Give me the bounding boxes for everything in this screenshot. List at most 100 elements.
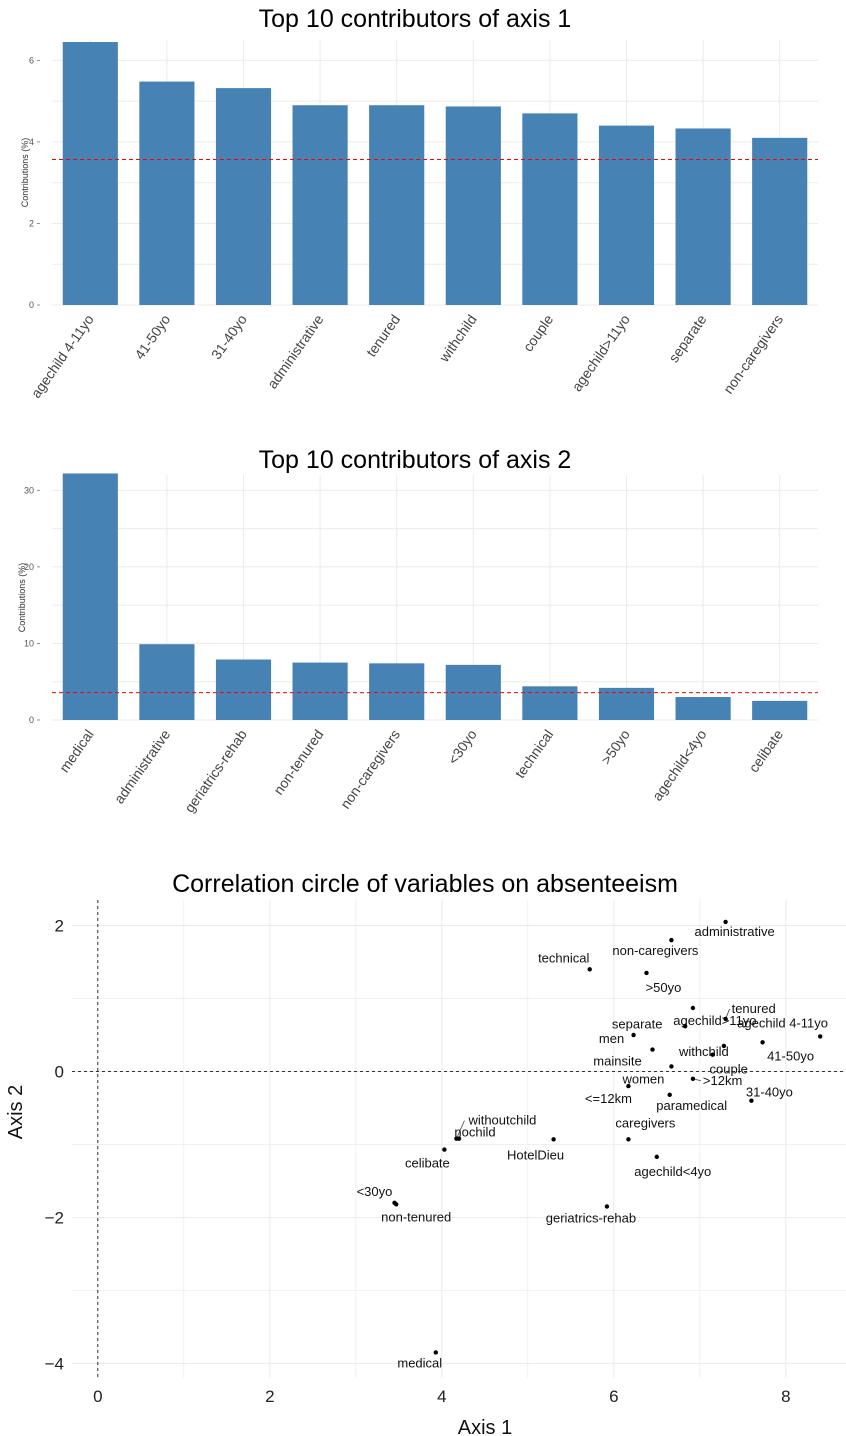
bar-chart-axis2: Top 10 contributors of axis 2 0 10 20 30 Cont… <box>17 446 818 815</box>
bar-tenured <box>369 105 425 305</box>
x-category-label: medical <box>56 727 97 776</box>
point-label: geriatrics-rehab <box>546 1211 636 1226</box>
point-label: withchild <box>678 1044 729 1059</box>
bar-41-50yo <box>139 81 195 305</box>
chart-title: Correlation circle of variables on absen… <box>172 870 678 898</box>
bar-agechild 4-11yo <box>62 42 118 306</box>
point-administrative <box>723 919 728 925</box>
x-tick-label: 0 <box>93 1387 102 1406</box>
point->12km <box>690 1076 696 1081</box>
point-label: agechild>11yo <box>673 1013 756 1028</box>
x-category-label: technical <box>512 727 557 781</box>
x-category-label: non-caregivers <box>337 727 403 812</box>
point-agechild>11yo <box>690 1005 696 1011</box>
y-tick-label: −2 <box>45 1208 64 1227</box>
bar-administrative <box>292 105 348 305</box>
bar-agechild>11yo <box>598 125 655 305</box>
y-tick-label: 10 <box>24 638 34 648</box>
x-category-label: separate <box>665 311 709 365</box>
point-label: medical <box>397 1355 442 1370</box>
x-category-label: 31-40yo <box>208 311 250 362</box>
point-41-50yo <box>760 1040 765 1045</box>
point-31-40yo <box>749 1098 754 1103</box>
x-category-label: non-caregivers <box>720 312 786 397</box>
point-nochild <box>456 1136 462 1141</box>
x-category-label: withchild <box>435 312 479 366</box>
bar-geriatrics-rehab <box>215 659 272 720</box>
point-label: agechild<4yo <box>634 1164 711 1179</box>
point-label: tenured <box>732 1001 776 1016</box>
y-tick-label: 2 <box>29 218 34 228</box>
point-medical <box>433 1350 438 1355</box>
point-label: separate <box>612 1016 663 1031</box>
point-label: couple <box>710 1062 748 1077</box>
x-category-label: 41-50yo <box>131 311 173 362</box>
point-label: administrative <box>694 924 774 939</box>
x-tick-label: 2 <box>265 1387 274 1406</box>
point-label: mainsite <box>593 1054 641 1069</box>
y-tick-label: 30 <box>24 485 34 495</box>
bar->50yo <box>598 687 655 720</box>
point-HotelDieu <box>551 1137 556 1142</box>
point-paramedical <box>667 1092 672 1098</box>
point-withchild <box>721 1043 727 1049</box>
bar-couple <box>522 113 578 305</box>
y-tick-label: 4 <box>29 137 34 147</box>
x-category-label: celibate <box>745 726 786 775</box>
point-label: men <box>599 1031 624 1046</box>
point-non-tenured <box>394 1202 399 1207</box>
x-category-label: <30yo <box>445 726 480 767</box>
bar-chart-axis1: Top 10 contributors of axis 1 0 2 4 6 Contrib… <box>20 5 818 401</box>
y-tick-label: 0 <box>29 300 34 310</box>
point-men <box>631 1032 636 1038</box>
point-label: women <box>621 1071 664 1086</box>
point-tenured <box>723 1016 728 1022</box>
bar-administrative <box>139 644 195 720</box>
point-label: nochild <box>454 1125 495 1140</box>
chart-title: Top 10 contributors of axis 1 <box>259 5 572 33</box>
chart-panel-axis1: Top 10 contributors of axis 1 0 2 4 6 Contrib… <box>0 0 846 430</box>
bar-non-tenured <box>292 662 348 720</box>
point-agechild<4yo <box>654 1154 659 1160</box>
x-category-label: couple <box>520 311 557 354</box>
point-couple <box>710 1052 715 1057</box>
point-label: HotelDieu <box>507 1147 564 1162</box>
point-agechild 4-11yo <box>818 1034 823 1039</box>
chart-panel-axis2: Top 10 contributors of axis 2 0 10 20 30 Cont… <box>0 440 846 840</box>
point-label: <30yo <box>357 1184 393 1199</box>
point-label: caregivers <box>615 1115 675 1130</box>
point-non-caregivers <box>669 937 674 943</box>
point-label: withoutchild <box>467 1113 536 1128</box>
x-tick-label: 8 <box>781 1387 790 1406</box>
point-<=12km <box>626 1083 631 1089</box>
x-tick-label: 4 <box>437 1387 446 1406</box>
point-label: technical <box>538 950 589 965</box>
bar-withchild <box>445 106 501 305</box>
bar-celibate <box>752 700 808 720</box>
point-label: agechild 4-11yo <box>737 1015 828 1030</box>
x-category-label: agechild>11yo <box>568 311 633 394</box>
point->50yo <box>644 970 649 976</box>
point-caregivers <box>626 1137 631 1142</box>
x-category-label: administrative <box>111 726 174 806</box>
point-label: celibate <box>405 1156 450 1171</box>
x-tick-label: 6 <box>609 1387 618 1406</box>
bar-agechild<4yo <box>675 697 731 720</box>
y-tick-label: 0 <box>29 715 34 725</box>
x-category-label: geriatrics-rehab <box>181 726 250 815</box>
point-label: >50yo <box>646 980 682 995</box>
bar-technical <box>522 686 578 720</box>
y-axis-label: Contributions (%) <box>20 138 30 208</box>
bar-separate <box>675 128 731 305</box>
label-connector <box>456 1120 465 1139</box>
bar-31-40yo <box>215 88 272 305</box>
point-label: 31-40yo <box>746 1085 793 1100</box>
y-tick-label: 2 <box>55 917 64 936</box>
y-axis-label: Contributions (%) <box>17 563 27 633</box>
point-separate <box>682 1024 688 1029</box>
x-category-label: non-tenured <box>270 727 326 798</box>
x-category-label: agechild 4-11yo <box>28 311 97 400</box>
x-category-label: tenured <box>363 312 403 360</box>
chart-panel-correlation: Correlation circle of variables on absen… <box>0 860 846 1436</box>
x-axis-label: Axis 1 <box>458 1417 512 1436</box>
